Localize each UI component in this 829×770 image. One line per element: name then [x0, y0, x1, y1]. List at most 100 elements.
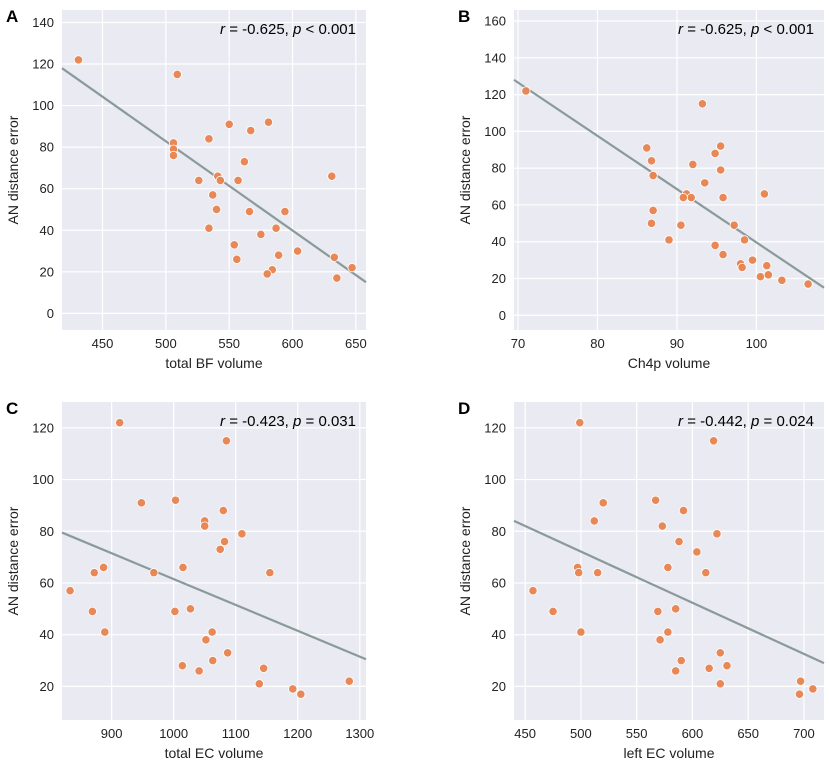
y-tick-label: 20 [492, 679, 506, 694]
y-tick-label: 120 [32, 57, 54, 72]
data-point [739, 235, 750, 245]
data-point [712, 529, 722, 539]
y-tick-label: 40 [492, 627, 506, 642]
x-tick-label: 100 [746, 336, 768, 351]
data-point [737, 262, 747, 273]
x-tick-label: 700 [793, 726, 815, 741]
y-tick-label: 0 [499, 308, 506, 323]
y-tick-label: 60 [492, 197, 506, 212]
x-tick-label: 70 [511, 336, 525, 351]
data-point [716, 165, 726, 175]
data-point [671, 666, 681, 676]
y-tick-label: 100 [484, 124, 506, 139]
data-point [172, 69, 182, 80]
data-point [256, 229, 266, 240]
data-point [576, 627, 586, 637]
y-tick-label: 0 [47, 306, 54, 321]
correlation-annotation: r = -0.625, p < 0.001 [220, 21, 356, 38]
data-point [232, 254, 242, 264]
data-point [344, 676, 354, 686]
data-point [715, 648, 725, 658]
data-point [653, 606, 663, 617]
data-point [244, 206, 255, 217]
data-point [589, 516, 599, 526]
x-axis-label: total BF volume [165, 355, 262, 371]
data-point [265, 568, 275, 578]
y-tick-label: 100 [484, 472, 506, 487]
data-point [795, 676, 806, 686]
data-point [332, 273, 342, 283]
data-point [288, 684, 298, 694]
data-point [224, 119, 234, 129]
data-point [233, 175, 243, 185]
correlation-annotation: r = -0.442, p = 0.024 [678, 413, 814, 430]
x-tick-label: 450 [92, 336, 114, 351]
data-point [676, 655, 686, 666]
y-tick-label: 120 [484, 87, 506, 102]
y-tick-label: 80 [492, 161, 506, 176]
data-point [218, 505, 228, 516]
data-point [655, 635, 665, 645]
panel-b: 70 80 90 100 0 20 40 60 80 100 120 140 160 r = -0.625… [457, 7, 825, 371]
data-point [648, 205, 658, 216]
data-point [528, 586, 538, 596]
x-tick-label: 600 [282, 336, 304, 351]
data-point [794, 689, 805, 699]
data-point [692, 547, 702, 557]
y-tick-label: 20 [40, 679, 54, 694]
data-point [246, 125, 256, 136]
y-tick-label: 20 [492, 271, 506, 286]
y-tick-label: 60 [492, 575, 506, 590]
x-tick-label: 1100 [222, 726, 250, 741]
x-tick-label: 80 [590, 336, 604, 351]
data-point [674, 537, 684, 547]
data-point [98, 562, 109, 573]
x-tick-label: 90 [670, 336, 684, 351]
data-point [221, 436, 232, 446]
y-tick-label: 140 [32, 15, 54, 30]
x-tick-label: 450 [514, 726, 536, 741]
data-point [777, 275, 787, 285]
data-point [327, 171, 337, 181]
y-tick-label: 80 [40, 140, 54, 155]
x-tick-label: 900 [101, 726, 123, 741]
x-tick-label: 1000 [159, 726, 188, 741]
panel-letter: A [6, 7, 18, 26]
data-point [185, 604, 196, 614]
y-axis-label: AN distance error [457, 115, 473, 224]
regression-line [513, 519, 825, 665]
data-point [178, 562, 188, 573]
y-tick-label: 40 [492, 234, 506, 249]
panel-c: 900 1000 1100 1200 1300 20 40 60 80 100 120 r = -0.… [5, 399, 374, 761]
y-axis-label: AN distance error [5, 506, 21, 615]
data-point [593, 568, 603, 578]
data-point [204, 134, 214, 144]
y-tick-label: 160 [484, 14, 506, 29]
data-point [262, 269, 272, 279]
data-point [700, 178, 710, 188]
data-point [646, 156, 657, 166]
data-point [89, 568, 99, 578]
data-point [65, 586, 75, 596]
data-point [177, 661, 187, 671]
data-point [215, 544, 225, 554]
data-point [651, 495, 661, 505]
data-point [347, 263, 357, 273]
data-point [100, 627, 110, 637]
x-tick-label: 600 [682, 726, 704, 741]
data-point [697, 99, 707, 109]
data-point [208, 655, 218, 666]
y-tick-label: 40 [40, 627, 54, 642]
data-point [115, 418, 125, 428]
data-point [73, 55, 84, 65]
data-point [219, 537, 230, 547]
regression-line [61, 531, 367, 661]
data-point [642, 143, 652, 153]
x-tick-label: 500 [155, 336, 177, 351]
data-point [223, 648, 233, 658]
data-point [271, 223, 281, 233]
data-point [521, 86, 531, 96]
data-point [329, 252, 339, 262]
correlation-annotation: r = -0.423, p = 0.031 [220, 413, 356, 430]
data-point [688, 159, 698, 170]
